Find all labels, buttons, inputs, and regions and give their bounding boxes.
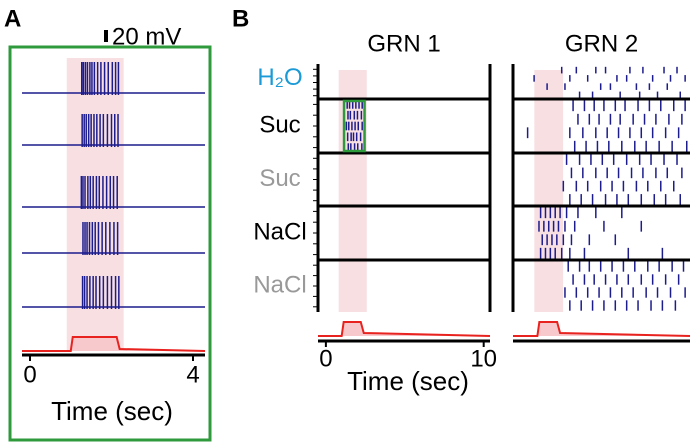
scale-bar — [104, 30, 108, 42]
neuron-title: GRN 2 — [565, 30, 638, 57]
condition-label: NaCl — [253, 271, 306, 298]
stimulus-shade — [534, 70, 564, 312]
condition-label: NaCl — [253, 218, 306, 245]
panel-a-frame — [8, 45, 212, 442]
x-tick-label: 4 — [186, 361, 199, 388]
highlight-box — [342, 99, 366, 153]
x-axis-label: Time (sec) — [347, 366, 469, 396]
stimulus-trace — [22, 336, 206, 352]
condition-label: Suc — [259, 111, 300, 138]
x-axis-label: Time (sec) — [51, 396, 173, 426]
stimulus-trace — [513, 321, 691, 337]
x-tick-label: 0 — [23, 361, 36, 388]
condition-label: H₂O — [257, 64, 302, 91]
scale-label: 20 mV — [112, 23, 181, 50]
condition-label: Suc — [259, 165, 300, 192]
panel-label: B — [232, 5, 249, 32]
x-tick-label: 10 — [470, 345, 497, 372]
panel-label: A — [4, 5, 21, 32]
stimulus-trace — [318, 321, 491, 337]
x-tick-label: 0 — [319, 345, 332, 372]
neuron-title: GRN 1 — [367, 30, 440, 57]
